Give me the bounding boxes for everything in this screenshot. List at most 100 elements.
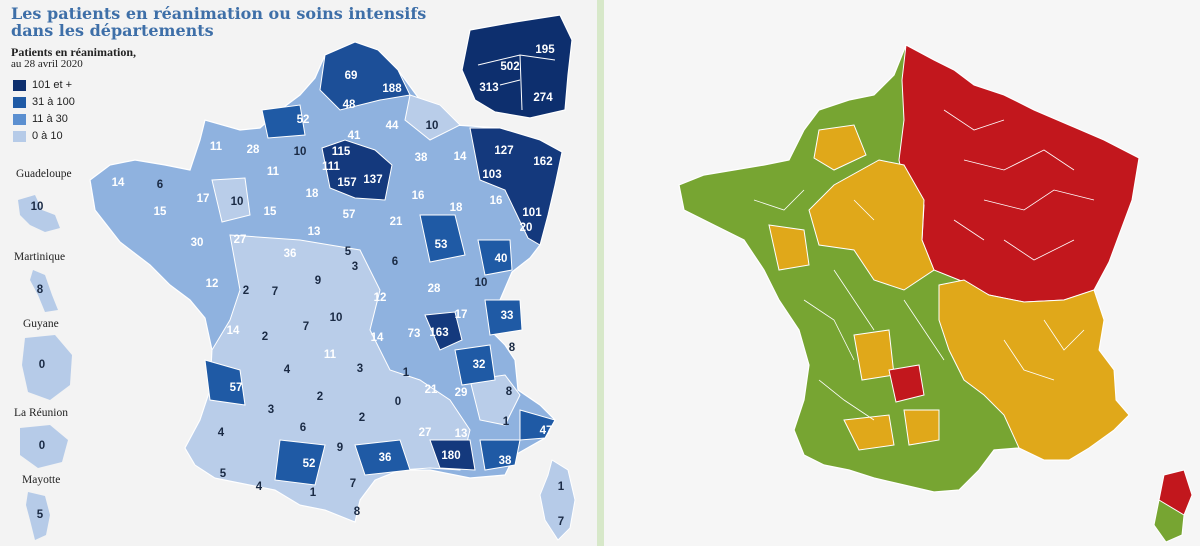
department-value-label: 57 <box>343 209 356 221</box>
department-value-label: 14 <box>454 151 467 163</box>
department-value-label: 2 <box>243 285 249 297</box>
legend-label: 11 à 30 <box>32 113 68 125</box>
orange-zone-centre <box>808 159 935 291</box>
department-value-label: 10 <box>475 277 488 289</box>
department-value-label: 5 <box>220 468 227 480</box>
dept-gironde <box>204 359 246 406</box>
orange-zone-toulouse <box>903 409 940 446</box>
department-value-label: 8 <box>354 506 361 518</box>
territory-label-guyane: Guyane <box>23 318 59 330</box>
department-value-label: 4 <box>218 427 225 439</box>
department-value-label: 20 <box>520 222 533 234</box>
red-zone-lot <box>888 364 925 403</box>
department-value-label: 7 <box>303 321 309 333</box>
department-value-label: 188 <box>382 83 402 95</box>
department-value-label: 18 <box>306 188 319 200</box>
department-value-label: 0 <box>395 396 401 408</box>
department-value-label: 1 <box>403 367 410 379</box>
legend-item-101-plus: 101 et + <box>13 79 72 91</box>
department-value-label: 13 <box>455 428 468 440</box>
dept-bouches-du-rhone <box>429 439 476 471</box>
territory-value-label: 8 <box>37 284 44 296</box>
territory-label-mayotte: Mayotte <box>22 474 61 486</box>
mayotte-shape <box>26 492 50 540</box>
dept-isere <box>454 344 496 386</box>
low-value-zone-alps <box>469 374 521 426</box>
department-value-label: 8 <box>506 386 513 398</box>
legend-item-0-10: 0 à 10 <box>13 130 63 142</box>
inset-value-label: 274 <box>533 92 553 104</box>
department-value-label: 6 <box>300 422 306 434</box>
department-value-label: 127 <box>494 145 513 157</box>
department-value-label: 180 <box>441 450 460 462</box>
territory-label-martinique: Martinique <box>14 251 66 263</box>
department-value-label: 15 <box>264 206 277 218</box>
department-value-label: 6 <box>392 256 398 268</box>
legend-item-11-30: 11 à 30 <box>13 113 68 125</box>
legend-swatch <box>13 79 26 91</box>
high-value-zone-north <box>319 41 411 111</box>
department-value-label: 10 <box>330 312 343 324</box>
department-value-label: 38 <box>499 455 512 467</box>
ile-de-france-inset <box>461 14 573 119</box>
department-value-label: 17 <box>455 309 468 321</box>
department-value-label: 14 <box>371 332 384 344</box>
orange-zone-vendee <box>768 224 810 271</box>
department-value-label: 5 <box>345 246 352 258</box>
department-value-label: 3 <box>352 261 358 273</box>
legend-label: 101 et + <box>32 79 73 91</box>
department-value-label: 36 <box>379 452 392 464</box>
department-value-label: 33 <box>501 310 514 322</box>
department-value-label: 9 <box>337 442 343 454</box>
department-value-label: 6 <box>157 179 163 191</box>
department-value-label: 137 <box>363 174 382 186</box>
department-value-label: 38 <box>415 152 428 164</box>
department-value-label: 14 <box>227 325 240 337</box>
department-value-label: 69 <box>345 70 358 82</box>
low-value-zone-north <box>404 94 461 141</box>
department-value-label: 15 <box>154 206 167 218</box>
inset-value-label: 195 <box>535 44 555 56</box>
department-value-label: 7 <box>558 516 564 528</box>
department-value-label: 32 <box>473 359 486 371</box>
department-value-label: 3 <box>357 363 363 375</box>
department-value-label: 4 <box>256 481 263 493</box>
department-value-label: 10 <box>231 196 244 208</box>
department-value-label: 27 <box>234 234 247 246</box>
department-value-label: 163 <box>429 327 448 339</box>
dept-var <box>479 439 521 471</box>
department-value-label: 8 <box>509 342 516 354</box>
high-value-zone-paris <box>321 139 393 201</box>
legend-date: au 28 avril 2020 <box>11 58 83 70</box>
department-value-label: 14 <box>112 177 125 189</box>
department-value-label: 2 <box>317 391 323 403</box>
department-value-label: 17 <box>197 193 210 205</box>
department-value-label: 162 <box>533 156 552 168</box>
territory-value-label: 5 <box>37 509 44 521</box>
department-value-label: 41 <box>348 130 361 142</box>
department-value-label: 52 <box>303 458 316 470</box>
department-value-label: 115 <box>332 146 351 158</box>
department-value-label: 11 <box>324 349 337 361</box>
inset-borders <box>477 54 556 111</box>
department-value-label: 10 <box>426 120 439 132</box>
department-value-label: 44 <box>386 120 399 132</box>
legend-label: 0 à 10 <box>32 130 63 142</box>
department-value-label: 16 <box>490 195 503 207</box>
legend-subtitle: Patients en réanimation, <box>11 45 136 59</box>
high-value-zone-grand-est <box>469 127 563 246</box>
right-panel <box>604 0 1200 546</box>
legend-swatch <box>13 130 26 142</box>
left-panel: Les patients en réanimation ou soins int… <box>0 0 597 546</box>
department-value-label: 1 <box>310 487 317 499</box>
guyane-shape <box>22 335 72 400</box>
department-value-label: 11 <box>210 141 223 153</box>
inset-value-label: 313 <box>479 82 498 94</box>
department-value-label: 30 <box>191 237 204 249</box>
department-value-label: 10 <box>294 146 307 158</box>
guadeloupe-shape <box>18 195 60 232</box>
dept-haute-garonne <box>274 439 326 486</box>
red-zone-north-east <box>898 44 1140 303</box>
dept-rhone <box>424 311 463 351</box>
